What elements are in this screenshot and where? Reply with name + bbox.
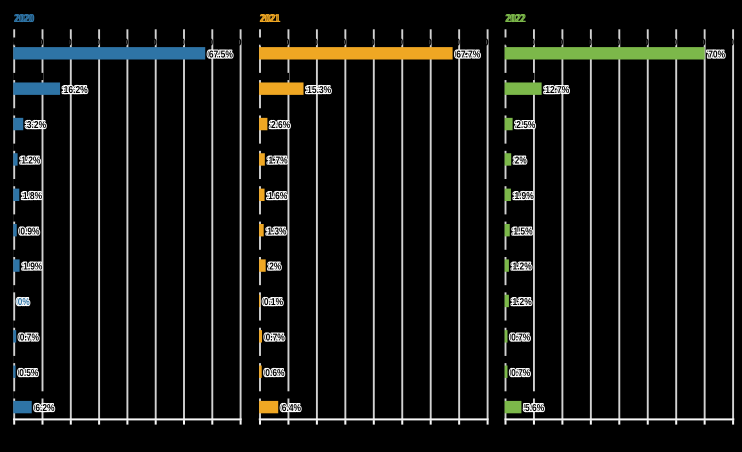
svg-text:0.6%: 0.6% [264, 368, 283, 379]
svg-text:0.7%: 0.7% [509, 332, 528, 343]
svg-text:1.6%: 1.6% [267, 191, 286, 202]
svg-text:2021: 2021 [260, 13, 280, 25]
svg-text:1.9%: 1.9% [515, 191, 534, 202]
svg-text:70%: 70% [707, 49, 724, 60]
svg-text:30%: 30% [582, 37, 599, 48]
svg-text:0.7%: 0.7% [511, 332, 530, 343]
svg-text:2022: 2022 [505, 13, 525, 25]
svg-text:1.2%: 1.2% [511, 262, 530, 273]
svg-text:0%: 0% [16, 297, 28, 308]
svg-text:80%: 80% [725, 37, 742, 48]
svg-text:0.5%: 0.5% [19, 368, 38, 379]
svg-text:2.6%: 2.6% [271, 120, 290, 131]
svg-text:20%: 20% [309, 37, 326, 48]
svg-text:6.4%: 6.4% [280, 403, 299, 414]
svg-text:3.2%: 3.2% [25, 120, 44, 131]
svg-text:1.3%: 1.3% [266, 226, 285, 237]
svg-text:60%: 60% [668, 37, 685, 48]
svg-text:2%: 2% [269, 262, 281, 273]
svg-text:1.8%: 1.8% [23, 191, 42, 202]
svg-text:3.2%: 3.2% [27, 120, 46, 131]
svg-text:70%: 70% [451, 37, 468, 48]
svg-text:2.6%: 2.6% [269, 120, 288, 131]
svg-text:5.6%: 5.6% [525, 403, 544, 414]
svg-text:2%: 2% [515, 156, 527, 167]
svg-text:67.7%: 67.7% [455, 49, 479, 60]
svg-text:2022: 2022 [507, 13, 527, 25]
svg-text:6.4%: 6.4% [282, 403, 301, 414]
svg-text:5.6%: 5.6% [523, 403, 542, 414]
svg-text:10%: 10% [34, 37, 51, 48]
svg-text:2.5%: 2.5% [515, 120, 534, 131]
svg-text:70%: 70% [204, 37, 221, 48]
svg-text:1.9%: 1.9% [513, 191, 532, 202]
svg-text:50%: 50% [394, 37, 411, 48]
svg-text:1.3%: 1.3% [267, 226, 286, 237]
svg-text:40%: 40% [611, 37, 628, 48]
svg-text:40%: 40% [119, 37, 136, 48]
svg-text:2020: 2020 [14, 13, 34, 25]
svg-text:2.5%: 2.5% [516, 120, 535, 131]
svg-text:10%: 10% [526, 37, 543, 48]
svg-text:0.9%: 0.9% [20, 226, 39, 237]
svg-text:0.1%: 0.1% [264, 297, 283, 308]
svg-text:1.6%: 1.6% [268, 191, 287, 202]
svg-text:67.5%: 67.5% [209, 49, 233, 60]
svg-text:70%: 70% [696, 37, 713, 48]
svg-text:1.2%: 1.2% [20, 156, 39, 167]
svg-text:1.2%: 1.2% [513, 297, 532, 308]
svg-text:1.2%: 1.2% [511, 297, 530, 308]
svg-text:1.2%: 1.2% [21, 156, 40, 167]
svg-text:50%: 50% [639, 37, 656, 48]
svg-text:0.5%: 0.5% [18, 368, 37, 379]
svg-text:40%: 40% [365, 37, 382, 48]
svg-text:1.9%: 1.9% [22, 262, 41, 273]
svg-text:30%: 30% [337, 37, 354, 48]
svg-text:1.7%: 1.7% [267, 156, 286, 167]
svg-text:1.8%: 1.8% [21, 191, 40, 202]
svg-text:60%: 60% [422, 37, 439, 48]
svg-text:1.5%: 1.5% [513, 226, 532, 237]
svg-text:1.2%: 1.2% [513, 262, 532, 273]
svg-text:80%: 80% [232, 37, 249, 48]
svg-text:15.3%: 15.3% [307, 85, 331, 96]
svg-text:0.7%: 0.7% [511, 368, 530, 379]
svg-text:12.7%: 12.7% [544, 85, 568, 96]
svg-text:67.7%: 67.7% [456, 49, 480, 60]
svg-text:0.7%: 0.7% [20, 332, 39, 343]
svg-text:6.2%: 6.2% [35, 403, 54, 414]
svg-text:10%: 10% [280, 37, 297, 48]
svg-text:20%: 20% [62, 37, 79, 48]
svg-text:20%: 20% [554, 37, 571, 48]
svg-text:0.7%: 0.7% [266, 332, 285, 343]
svg-text:1.7%: 1.7% [268, 156, 287, 167]
svg-text:2%: 2% [268, 262, 280, 273]
svg-text:2020: 2020 [15, 13, 35, 25]
svg-text:60%: 60% [176, 37, 193, 48]
svg-text:70%: 70% [708, 49, 725, 60]
svg-text:0.1%: 0.1% [262, 297, 281, 308]
svg-text:2%: 2% [513, 156, 525, 167]
svg-text:67.5%: 67.5% [207, 49, 231, 60]
svg-text:0.7%: 0.7% [264, 332, 283, 343]
svg-text:2021: 2021 [261, 13, 281, 25]
svg-text:50%: 50% [147, 37, 164, 48]
svg-text:0.7%: 0.7% [509, 368, 528, 379]
svg-text:0.7%: 0.7% [18, 332, 37, 343]
svg-text:16.2%: 16.2% [64, 85, 88, 96]
svg-text:12.7%: 12.7% [545, 85, 569, 96]
svg-text:1.5%: 1.5% [512, 226, 531, 237]
svg-text:15.3%: 15.3% [306, 85, 330, 96]
svg-text:0%: 0% [18, 297, 30, 308]
svg-text:6.2%: 6.2% [34, 403, 53, 414]
svg-text:1.9%: 1.9% [23, 262, 42, 273]
svg-text:30%: 30% [91, 37, 108, 48]
svg-text:80%: 80% [479, 37, 496, 48]
svg-text:16.2%: 16.2% [62, 85, 86, 96]
svg-text:0.9%: 0.9% [19, 226, 38, 237]
svg-text:0.6%: 0.6% [265, 368, 284, 379]
